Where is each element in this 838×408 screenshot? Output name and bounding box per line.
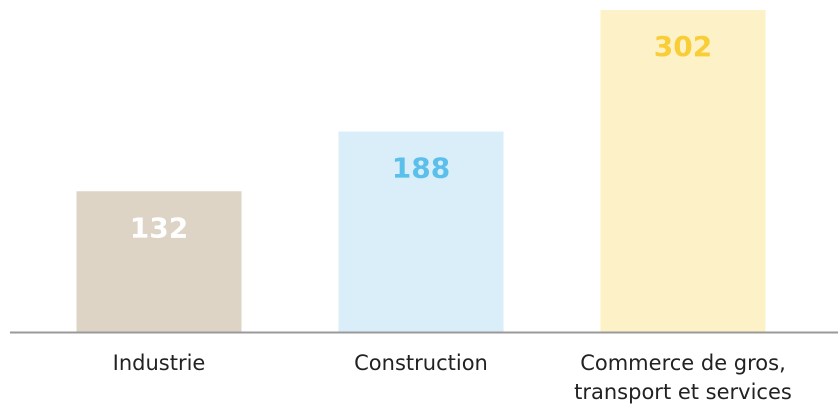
category-label-line: Construction: [354, 351, 488, 375]
bars-group: [76, 10, 766, 332]
category-labels-group: Industrie Construction Commerce de gros, tr…: [113, 351, 792, 404]
value-label-construction: 188: [392, 152, 450, 185]
value-label-commerce-de-gros-transport-et-services: 302: [654, 30, 712, 63]
bar-commerce-de-gros-transport-et-services: [600, 10, 766, 332]
category-label-industrie: Industrie: [113, 351, 206, 375]
category-label-line: Commerce de gros,: [580, 351, 786, 375]
category-label-line: Industrie: [113, 351, 206, 375]
category-label-construction: Construction: [354, 351, 488, 375]
category-label-line: transport et services: [574, 380, 792, 404]
value-label-industrie: 132: [130, 211, 188, 244]
category-label-commerce-de-gros-transport-et-services: Commerce de gros, transport et services: [574, 351, 792, 404]
bar-industrie: [76, 191, 242, 332]
value-labels-group: 132 188 302: [130, 30, 712, 244]
bar-construction: [338, 131, 504, 332]
